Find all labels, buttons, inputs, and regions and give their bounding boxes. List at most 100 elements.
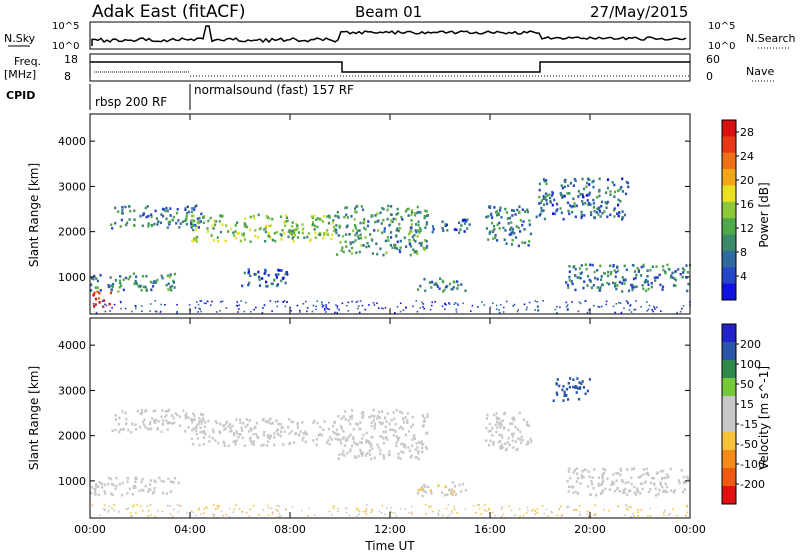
echo-cell: [125, 223, 128, 227]
echo-cell: [132, 272, 135, 275]
echo-cell: [617, 198, 620, 202]
speckle-cell: [147, 510, 150, 512]
speckle-cell: [376, 302, 378, 304]
echo-cell: [524, 241, 527, 245]
echo-cell: [384, 239, 387, 243]
echo-cell: [556, 393, 559, 396]
echo-cell: [190, 437, 193, 441]
echo-cell: [497, 440, 500, 444]
echo-cell: [574, 274, 577, 278]
velocity-x-axis: 00:00 04:00 08:00 12:00 16:00 20:00 00:00: [74, 318, 706, 536]
echo-cell: [389, 244, 392, 247]
echo-cell: [161, 419, 164, 422]
echo-cell: [395, 408, 398, 412]
echo-cell: [403, 236, 406, 240]
speckle-cell: [444, 308, 446, 310]
speckle-cell: [437, 512, 440, 515]
echo-cell: [600, 278, 603, 281]
echo-cell: [165, 206, 168, 210]
echo-cell: [575, 467, 578, 470]
speckle-cell: [595, 513, 597, 515]
speckle-cell: [197, 303, 200, 306]
speckle-cell: [316, 300, 319, 302]
echo-cell: [572, 378, 575, 381]
speckle-cell: [560, 505, 562, 508]
echo-cell: [101, 485, 104, 489]
speckle-cell: [481, 301, 483, 303]
colorbar-swatch: [722, 250, 736, 268]
speckle-cell: [139, 505, 142, 508]
echo-cell: [600, 275, 603, 278]
echo-cell: [382, 430, 385, 434]
echo-cell: [397, 212, 400, 215]
echo-cell: [114, 414, 117, 417]
echo-cell: [463, 218, 467, 222]
speckle-cell: [455, 308, 458, 311]
speckle-cell: [107, 511, 109, 513]
echo-cell: [353, 210, 356, 213]
echo-cell: [593, 209, 596, 213]
speckle-cell: [103, 508, 105, 510]
speckle-cell: [384, 306, 387, 309]
echo-cell: [119, 225, 122, 228]
echo-cell: [381, 421, 384, 425]
echo-cell: [200, 419, 203, 423]
echo-cell: [314, 236, 317, 239]
velocity-colorbar-label: Velocity [m s^-1]: [757, 366, 771, 470]
speckle-cell: [578, 513, 581, 516]
speckle-cell: [211, 300, 213, 303]
echo-cell: [586, 274, 590, 278]
echo-cell: [388, 224, 391, 227]
echo-cell: [97, 297, 101, 300]
speckle-cell: [615, 303, 618, 305]
speckle-cell: [190, 510, 193, 513]
speckle-cell: [485, 510, 488, 512]
echo-cell: [139, 214, 142, 218]
echo-cell: [373, 229, 376, 232]
echo-cell: [376, 443, 379, 446]
echo-cell: [296, 421, 299, 425]
echo-cell: [417, 210, 420, 214]
echo-cell: [575, 386, 578, 389]
echo-cell: [93, 274, 96, 278]
echo-cell: [518, 205, 521, 208]
echo-cell: [109, 276, 112, 279]
echo-cell: [560, 184, 563, 187]
echo-cell: [566, 192, 569, 195]
speckle-cell: [513, 303, 516, 306]
echo-cell: [653, 276, 656, 279]
echo-cell: [421, 414, 424, 417]
echo-cell: [323, 215, 326, 218]
echo-cell: [386, 438, 389, 441]
echo-cell: [202, 418, 205, 422]
echo-cell: [407, 207, 410, 211]
echo-cell: [527, 244, 530, 247]
echo-cell: [511, 435, 514, 438]
echo-cell: [485, 215, 488, 219]
echo-cell: [170, 414, 174, 417]
echo-cell: [614, 275, 617, 278]
echo-band: [485, 411, 533, 452]
echo-cell: [319, 218, 322, 222]
echo-cell: [358, 250, 361, 254]
velocity-y-label: Slant Range [km]: [27, 366, 41, 470]
echo-cell: [230, 227, 233, 231]
echo-cell: [313, 228, 316, 231]
echo-cell: [395, 441, 398, 445]
echo-cell: [632, 264, 635, 267]
speckle-cell: [626, 301, 629, 303]
speckle-cell: [146, 505, 149, 507]
echo-cell: [232, 440, 235, 443]
echo-cell: [156, 426, 159, 430]
speckle-cell: [328, 510, 331, 513]
speckle-cell: [372, 302, 375, 304]
echo-cell: [140, 480, 143, 484]
echo-cell: [301, 231, 304, 235]
echo-cell: [359, 448, 362, 452]
echo-cell: [200, 422, 203, 425]
speckle-cell: [651, 309, 653, 311]
speckle-cell: [205, 506, 207, 509]
echo-cell: [526, 210, 529, 214]
speckle-cell: [447, 516, 449, 518]
speckle-cell: [593, 304, 595, 307]
